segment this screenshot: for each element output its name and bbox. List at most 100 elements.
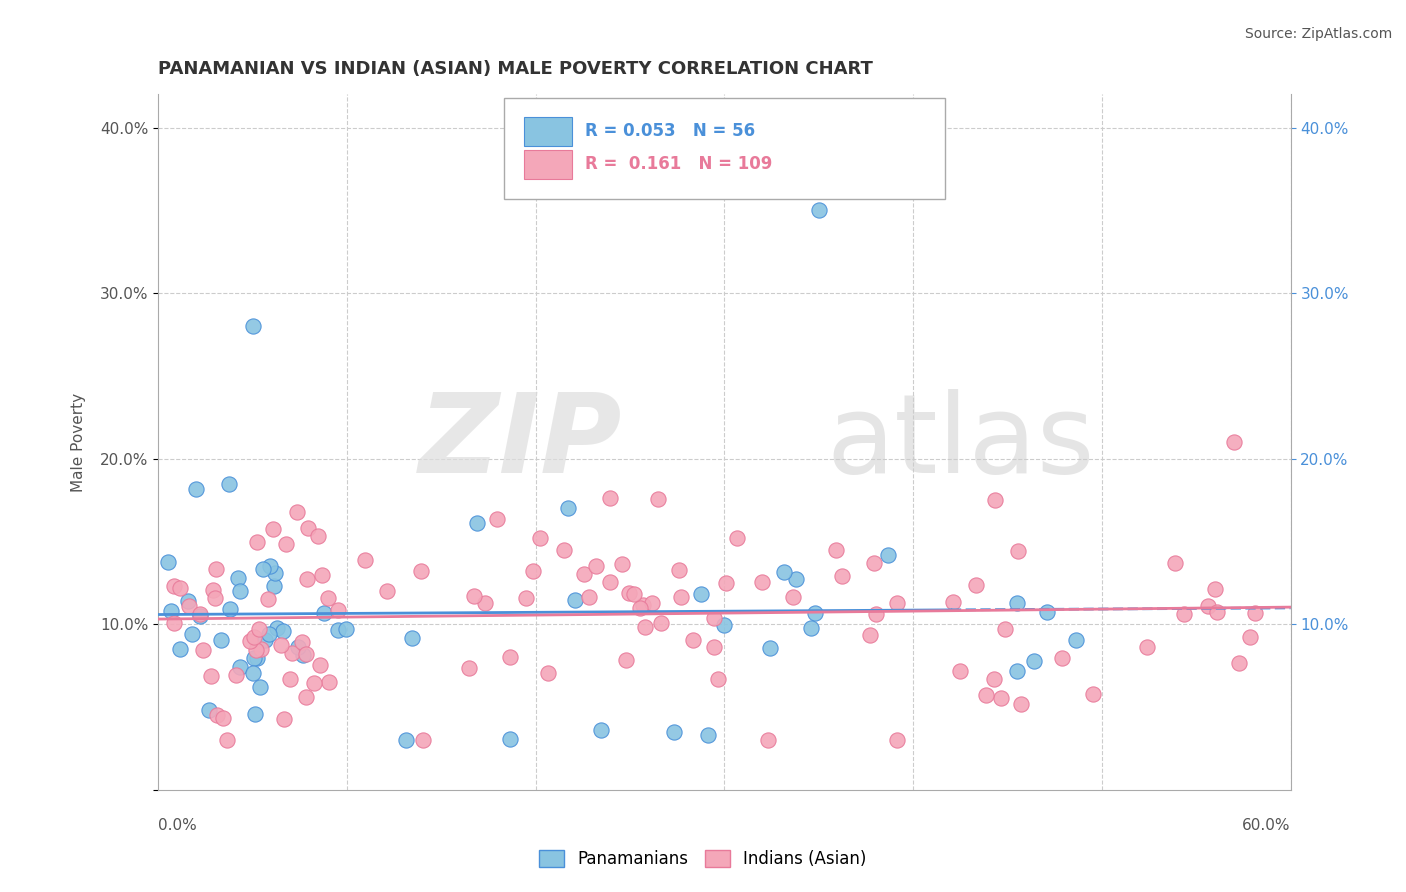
Point <box>215 733 238 747</box>
Point <box>409 564 432 578</box>
Point <box>474 596 496 610</box>
Point <box>1036 605 1059 619</box>
Point <box>641 596 664 610</box>
Point <box>177 599 200 613</box>
Point <box>253 633 276 648</box>
Point <box>668 563 690 577</box>
Point <box>599 491 621 506</box>
Point <box>1223 435 1246 450</box>
Point <box>307 529 329 543</box>
Point <box>228 571 250 585</box>
Point <box>245 642 267 657</box>
Point <box>831 569 853 583</box>
Point <box>205 562 228 576</box>
Point <box>650 616 672 631</box>
Point <box>994 623 1017 637</box>
Point <box>270 638 292 652</box>
Point <box>858 628 880 642</box>
Point <box>169 641 191 656</box>
Point <box>465 516 488 530</box>
Point <box>219 602 242 616</box>
Point <box>314 607 336 621</box>
Point <box>537 665 560 680</box>
Point <box>725 531 748 545</box>
Point <box>515 591 537 605</box>
Point <box>756 733 779 747</box>
Point <box>266 621 288 635</box>
Point <box>877 548 900 562</box>
Point <box>585 559 607 574</box>
Point <box>1244 606 1267 620</box>
Point <box>180 627 202 641</box>
Point <box>163 579 186 593</box>
Point <box>218 477 240 491</box>
Point <box>751 575 773 590</box>
Point <box>316 591 339 606</box>
Point <box>1081 687 1104 701</box>
Point <box>278 672 301 686</box>
Point <box>1227 656 1250 670</box>
Legend: Panamanians, Indians (Asian): Panamanians, Indians (Asian) <box>533 843 873 875</box>
Text: PANAMANIAN VS INDIAN (ASIAN) MALE POVERTY CORRELATION CHART: PANAMANIAN VS INDIAN (ASIAN) MALE POVERT… <box>159 60 873 78</box>
Point <box>682 632 704 647</box>
Point <box>1136 640 1159 654</box>
Point <box>209 632 232 647</box>
Point <box>990 690 1012 705</box>
Text: Source: ZipAtlas.com: Source: ZipAtlas.com <box>1244 27 1392 41</box>
Point <box>412 733 434 747</box>
Point <box>229 584 252 599</box>
Point <box>159 604 181 618</box>
Point <box>401 631 423 645</box>
Point <box>610 557 633 571</box>
Point <box>242 319 264 334</box>
Point <box>295 573 318 587</box>
Point <box>553 543 575 558</box>
Point <box>1010 698 1032 712</box>
Point <box>713 617 735 632</box>
Point <box>188 607 211 622</box>
Point <box>572 567 595 582</box>
Point <box>157 556 180 570</box>
Point <box>631 598 654 612</box>
Point <box>463 589 485 603</box>
FancyBboxPatch shape <box>524 117 572 146</box>
Point <box>983 672 1005 686</box>
Point <box>243 630 266 644</box>
Point <box>245 707 267 722</box>
Point <box>204 591 226 605</box>
Point <box>263 578 285 592</box>
Point <box>697 727 720 741</box>
Point <box>295 690 318 704</box>
Point <box>191 643 214 657</box>
Point <box>863 556 886 570</box>
Point <box>1164 556 1187 570</box>
Point <box>634 620 657 634</box>
Point <box>291 648 314 663</box>
Text: 0.0%: 0.0% <box>159 818 197 833</box>
Point <box>564 593 586 607</box>
Point <box>198 703 221 717</box>
Point <box>1050 651 1073 665</box>
Point <box>804 606 827 620</box>
Point <box>1197 599 1219 613</box>
Point <box>758 641 780 656</box>
Point <box>589 723 612 738</box>
Point <box>257 626 280 640</box>
Point <box>1007 543 1029 558</box>
Point <box>599 574 621 589</box>
Point <box>949 665 972 679</box>
Text: R = 0.053   N = 56: R = 0.053 N = 56 <box>585 122 755 140</box>
Text: atlas: atlas <box>827 389 1095 496</box>
Point <box>188 608 211 623</box>
Point <box>974 689 997 703</box>
Point <box>395 733 418 747</box>
Point <box>616 653 638 667</box>
Point <box>1204 582 1226 596</box>
Point <box>865 607 887 621</box>
Point <box>522 564 544 578</box>
Point <box>703 640 725 655</box>
Point <box>295 648 318 662</box>
Point <box>202 583 225 598</box>
Point <box>257 592 280 607</box>
Point <box>177 594 200 608</box>
